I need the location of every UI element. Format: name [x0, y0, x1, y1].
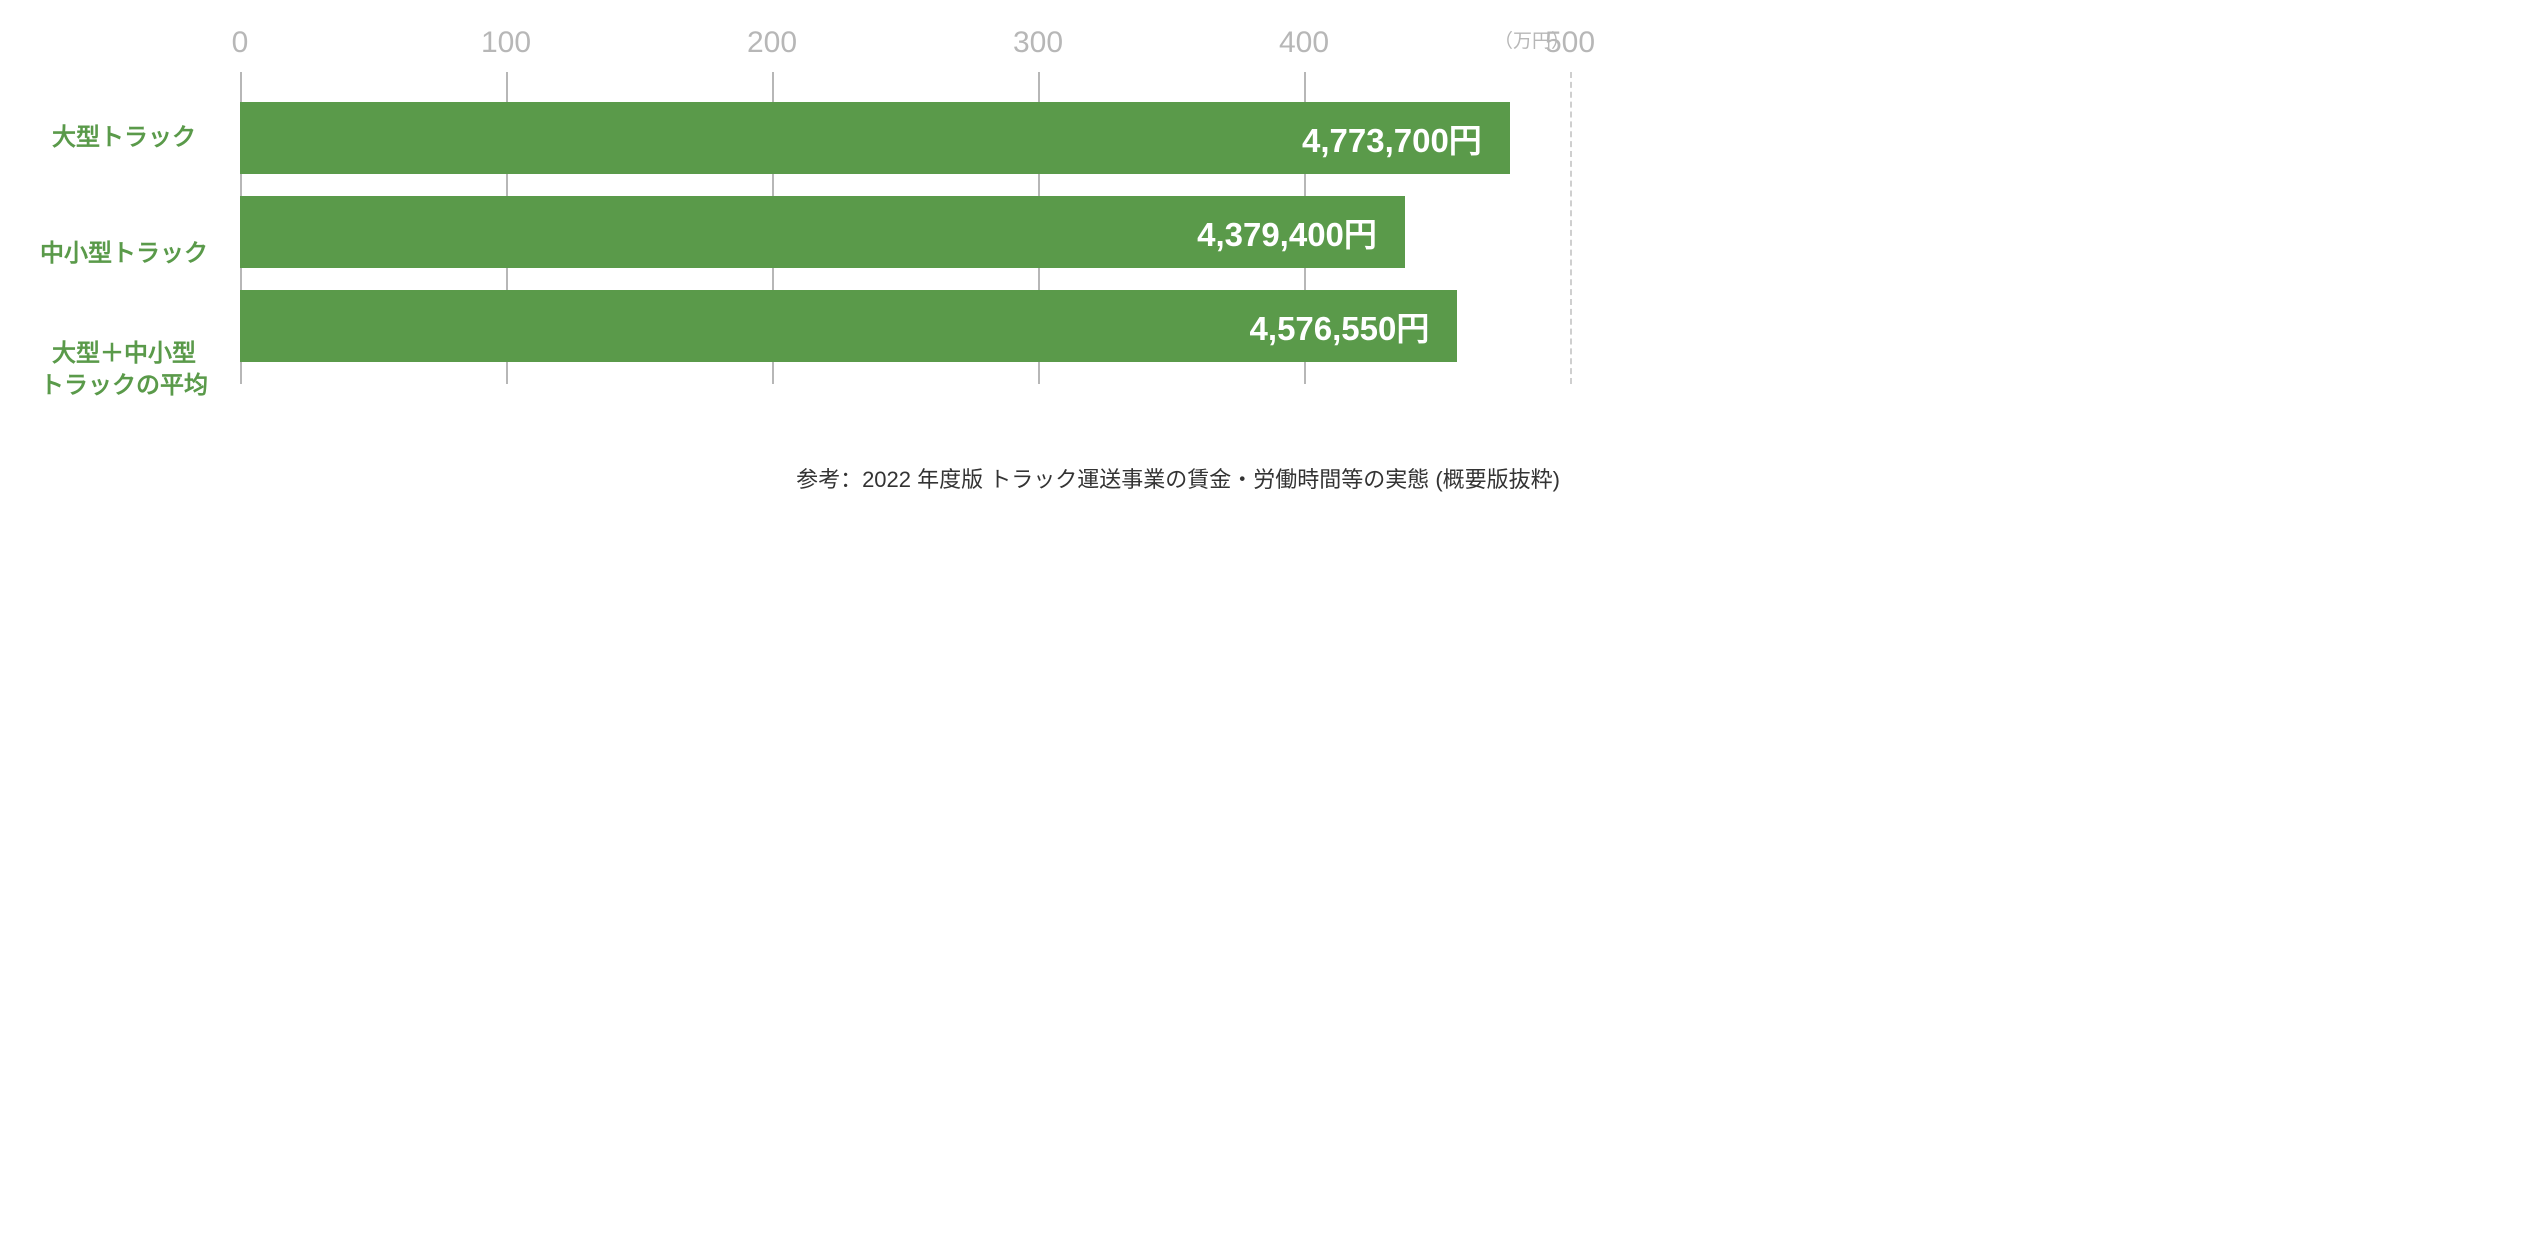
- bar: 4,576,550円: [240, 290, 1570, 362]
- chart-footnote: 参考：2022 年度版 トラック運送事業の賃金・労働時間等の実態 (概要版抜粋): [20, 462, 1570, 494]
- bar-fill: 4,576,550円: [240, 290, 1457, 362]
- bar-fill: 4,773,700円: [240, 102, 1510, 174]
- x-axis-tick: 100: [481, 26, 531, 60]
- category-label: 大型＋中小型トラックの平均: [20, 334, 240, 406]
- gridline: [1570, 72, 1572, 384]
- salary-bar-chart: （万円） 0100200300400500 大型トラック中小型トラック大型＋中小…: [20, 26, 1570, 494]
- bar-value-label: 4,773,700円: [1302, 114, 1482, 162]
- x-axis-tick: 400: [1279, 26, 1329, 60]
- bar: 4,773,700円: [240, 102, 1570, 174]
- bar-value-label: 4,379,400円: [1197, 208, 1377, 256]
- x-axis: 0100200300400500: [20, 26, 1570, 72]
- x-axis-tick: 300: [1013, 26, 1063, 60]
- x-axis-tick: 500: [1545, 26, 1595, 60]
- bar-value-label: 4,576,550円: [1250, 302, 1430, 350]
- x-axis-tick: 0: [232, 26, 249, 60]
- bar: 4,379,400円: [240, 196, 1570, 268]
- bar-fill: 4,379,400円: [240, 196, 1405, 268]
- category-label: 大型トラック: [20, 102, 240, 174]
- category-label: 中小型トラック: [20, 218, 240, 290]
- category-labels: 大型トラック中小型トラック大型＋中小型トラックの平均: [20, 72, 240, 428]
- x-axis-tick: 200: [747, 26, 797, 60]
- plot-area: 4,773,700円 4,379,400円 4,576,550円: [240, 72, 1570, 384]
